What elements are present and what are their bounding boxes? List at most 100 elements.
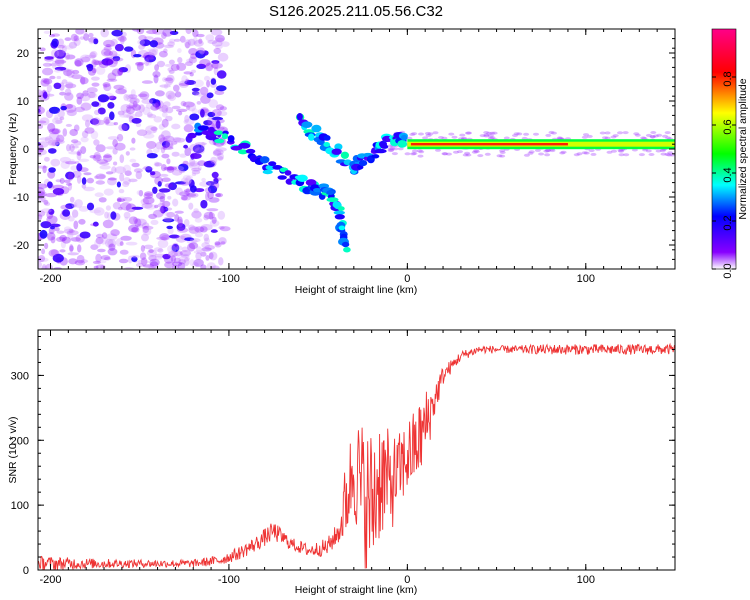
noise-blob [88,32,94,38]
noise-blob [80,56,91,63]
noise-blob [211,109,222,117]
noise-blob [40,221,52,229]
noise-blob [125,94,134,100]
noise-blob [194,142,207,146]
noise-blob [165,76,174,86]
noise-blob [131,206,144,210]
noise-blob [47,141,59,147]
noise-blob [40,208,52,213]
noise-blob [116,133,124,142]
noise-blob [66,109,77,117]
noise-blob [189,113,200,121]
halo-blob [634,133,641,137]
noise-blob [38,109,41,113]
noise-blob [218,257,224,266]
noise-blob [103,83,112,92]
noise-blob [47,234,53,242]
noise-blob [123,177,131,185]
noise-blob [78,206,89,212]
noise-blob [120,202,132,211]
noise-blob [120,35,125,45]
noise-blob [163,44,174,49]
noise-blob [135,111,143,118]
noise-blob [69,143,75,152]
noise-blob [189,259,195,266]
descending-track-blob [207,126,215,134]
noise-blob [44,57,54,62]
noise-blob [141,98,154,105]
noise-blob [148,249,154,253]
noise-blob [161,32,167,39]
noise-blob [139,39,151,47]
noise-blob [94,175,99,179]
noise-blob [111,29,123,37]
noise-blob [145,166,153,173]
noise-blob [172,198,179,207]
descending-track-blob [305,179,317,186]
noise-blob [70,237,82,242]
noise-blob [44,242,49,250]
noise-blob [162,146,174,150]
noise-blob [141,225,154,230]
noise-blob [60,160,70,169]
descending-track-blob [284,170,292,176]
noise-blob [118,124,128,132]
halo-blob [583,133,589,137]
noise-blob [158,134,165,143]
noise-blob [113,122,119,126]
noise-blob [198,38,203,44]
noise-blob [41,78,51,81]
halo-blob [573,153,580,157]
noise-blob [137,39,146,45]
y-tick-label: -20 [13,240,29,252]
noise-blob [57,38,64,47]
noise-blob [159,199,166,206]
noise-blob [63,69,73,77]
noise-blob [76,151,81,156]
halo-blob [606,150,613,154]
noise-blob [114,166,127,174]
noise-blob [93,139,100,146]
noise-blob [111,166,117,174]
noise-blob [90,130,99,140]
halo-blob [659,149,666,153]
halo-blob [387,147,394,151]
colorbar-tick-label: 0.4 [722,167,734,182]
noise-blob [170,63,180,72]
noise-blob [92,59,100,66]
noise-blob [67,216,75,222]
noise-blob [201,177,206,182]
noise-blob [38,187,45,197]
noise-blob [50,236,56,244]
noise-blob [109,111,115,121]
halo-blob [441,136,448,140]
noise-blob [192,144,205,154]
noise-blob [94,192,104,197]
noise-blob [213,149,224,156]
halo-blob [392,147,399,151]
noise-blob [115,88,127,95]
noise-blob [189,72,194,77]
noise-blob [145,130,152,135]
noise-blob [162,145,167,151]
halo-blob [487,134,494,138]
noise-blob [143,244,154,250]
noise-blob [65,81,74,89]
halo-blob [483,134,490,138]
noise-blob [135,170,142,180]
halo-blob [649,135,656,139]
noise-blob [203,160,215,168]
halo-blob [411,132,418,136]
noise-blob [140,198,150,206]
noise-blob [212,61,219,70]
noise-blob [195,252,202,260]
noise-blob [152,71,161,78]
noise-blob [101,232,108,239]
halo-blob [388,148,395,152]
noise-blob [45,263,53,269]
noise-blob [105,233,118,241]
descending-track-blob [334,214,345,220]
noise-blob [211,216,217,224]
noise-blob [115,238,123,247]
halo-blob [418,150,425,154]
